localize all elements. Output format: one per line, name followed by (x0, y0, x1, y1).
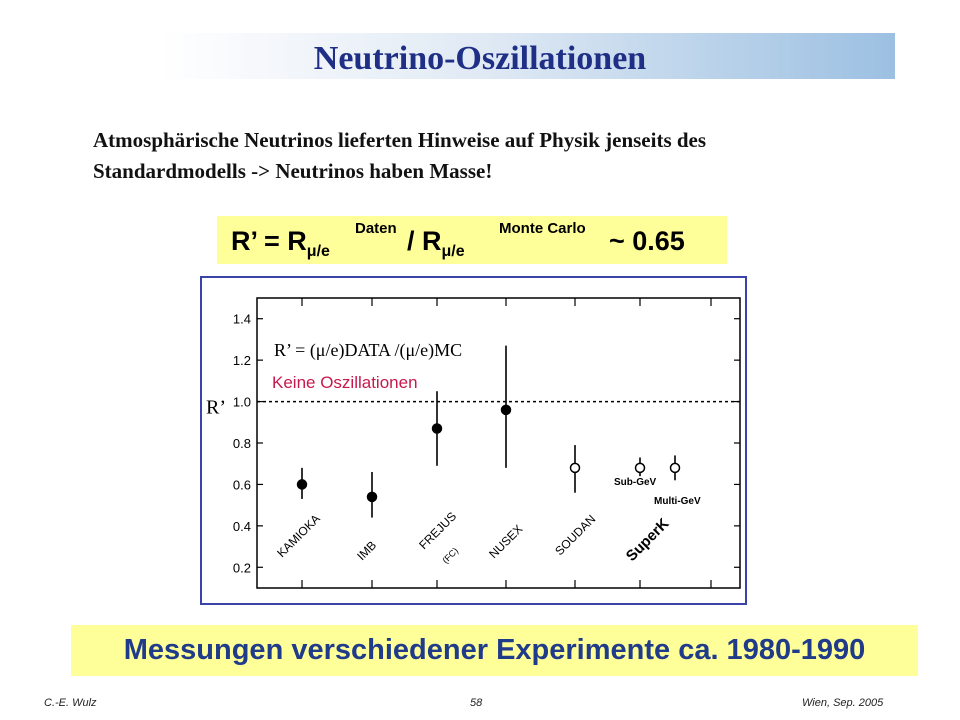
y-tick-label: 0.2 (233, 560, 251, 575)
y-tick-label: 0.6 (233, 477, 251, 492)
intro-line-1: Atmosphärische Neutrinos lieferten Hinwe… (93, 128, 707, 152)
data-point (366, 491, 378, 503)
experiment-label: KAMIOKA (274, 512, 323, 561)
intro-text: Atmosphärische Neutrinos lieferten Hinwe… (93, 125, 893, 187)
experiment-label: NUSEX (486, 522, 525, 561)
formula-mid: / Rμ/e (407, 226, 465, 261)
footer-date: Wien, Sep. 2005 (802, 697, 884, 709)
title-band (160, 33, 895, 79)
y-tick-label: 0.4 (233, 519, 251, 534)
formula-subscript-1: μ/e (306, 243, 330, 260)
conclusion-box: Messungen verschiedener Experimente ca. … (71, 625, 918, 676)
formula-part-1: R’ = R (231, 226, 307, 256)
y-tick-label: 1.2 (233, 353, 251, 368)
experiment-label: SuperK (623, 515, 673, 565)
superk-sub-gev-label: Sub-GeV (614, 477, 657, 488)
intro-line-2: Standardmodells -> Neutrinos haben Masse… (93, 159, 493, 183)
footer-author: C.-E. Wulz (44, 697, 97, 709)
y-axis-label: R’ (206, 397, 226, 419)
y-tick-label: 1.0 (233, 395, 251, 410)
chart-formula-label: R’ = (μ/e)DATA /(μ/e)MC (274, 340, 462, 361)
ratio-chart: 0.2 0.4 0.6 0.8 1.0 1.2 1.4 R’ R’ = (μ/e)DATA … (206, 297, 741, 589)
formula-subscript-2: μ/e (441, 243, 465, 260)
ratio-formula: R’ = Rμ/e Daten / Rμ/e Monte Carlo ~ 0.6… (217, 216, 727, 264)
data-points (296, 345, 681, 518)
y-tick-label: 1.4 (233, 312, 251, 327)
data-point (634, 462, 646, 474)
data-point (296, 479, 308, 490)
slide-title: Neutrino-Oszillationen (313, 40, 647, 77)
formula-lhs: R’ = Rμ/e (231, 226, 330, 261)
formula-part-2: / R (407, 226, 442, 256)
formula-sup-daten: Daten (355, 220, 397, 237)
plot-frame: 0.2 0.4 0.6 0.8 1.0 1.2 1.4 R’ R’ = (μ/e)DATA … (200, 276, 747, 605)
data-point (500, 404, 512, 416)
superk-multi-gev-label: Multi-GeV (654, 496, 701, 507)
y-tick-label: 0.8 (233, 436, 251, 451)
formula-sup-mc: Monte Carlo (499, 220, 586, 237)
data-point (669, 462, 681, 474)
experiment-label: IMB (354, 538, 379, 563)
x-ticks (301, 298, 712, 588)
data-point (569, 462, 581, 474)
experiment-labels: KAMIOKA IMB FREJUS NUSEX SOUDAN SuperK(FC)Sub… (274, 477, 701, 565)
footer-page-number: 58 (470, 697, 483, 709)
frejus-fc-note: (FC) (440, 546, 460, 566)
data-point (431, 423, 443, 434)
experiment-label: SOUDAN (552, 512, 598, 558)
y-axis: 0.2 0.4 0.6 0.8 1.0 1.2 1.4 (233, 312, 740, 575)
no-oscillation-annotation: Keine Oszillationen (272, 373, 418, 392)
formula-result: ~ 0.65 (609, 226, 685, 256)
